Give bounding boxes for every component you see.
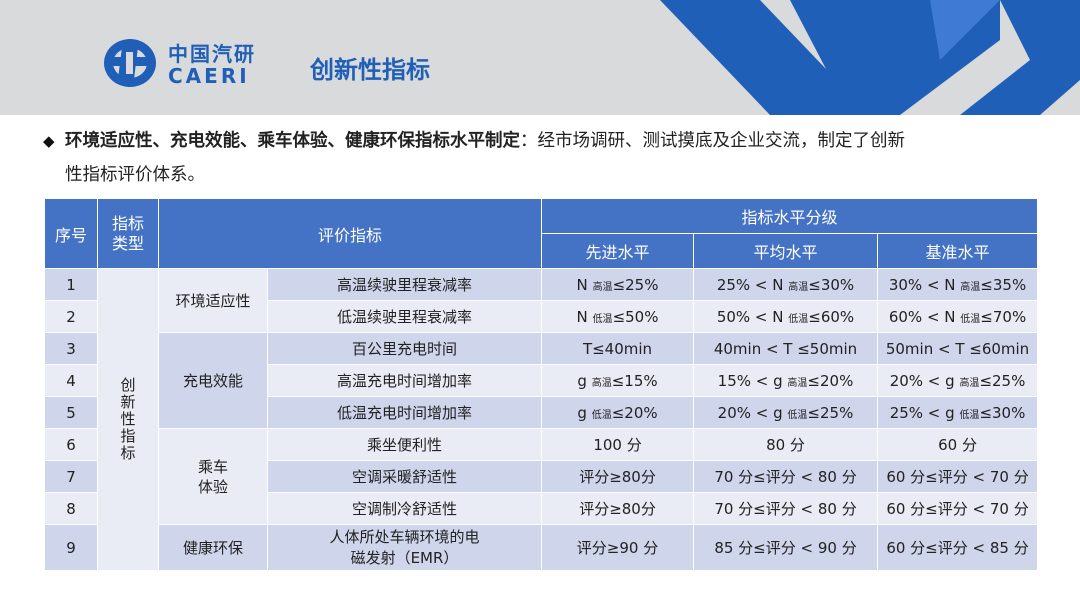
indicator-name: 低温充电时间增加率 (266, 396, 543, 429)
average-value: 70 分≤评分 < 80 分 (693, 460, 879, 493)
header-average: 平均水平 (693, 233, 879, 269)
decorative-shapes (660, 0, 1080, 115)
header-no: 序号 (44, 198, 98, 269)
type-cell: 创新性指标 (97, 268, 159, 571)
header-level-group: 指标水平分级 (541, 198, 1039, 234)
indicator-name: 低温续驶里程衰减率 (266, 300, 543, 333)
advanced-value: 评分≥90 分 (541, 524, 695, 571)
table-row: 8 空调制冷舒适性 评分≥80分 70 分≤评分 < 80 分 60 分≤评分 … (44, 492, 1039, 525)
row-no: 3 (44, 332, 98, 365)
caeri-logo-icon (104, 39, 156, 87)
table-row: 4 高温充电时间增加率 g 高温≤15% 15% < g 高温≤20% 20% … (44, 364, 1039, 397)
group-health: 健康环保 (158, 524, 268, 571)
advanced-value: N 高温≤25% (541, 268, 695, 301)
indicator-name: 人体所处车辆环境的电磁发射（EMR） (266, 524, 543, 571)
table-row: 2 低温续驶里程衰减率 N 低温≤50% 50% < N 低温≤60% 60% … (44, 300, 1039, 333)
table-row: 5 低温充电时间增加率 g 低温≤20% 20% < g 低温≤25% 25% … (44, 396, 1039, 429)
advanced-value: g 低温≤20% (541, 396, 695, 429)
baseline-value: 60 分≤评分 < 85 分 (877, 524, 1039, 571)
baseline-value: 25% < g 低温≤30% (877, 396, 1039, 429)
advanced-value: 100 分 (541, 428, 695, 461)
baseline-value: 60 分 (877, 428, 1039, 461)
group-charge: 充电效能 (158, 332, 268, 429)
baseline-value: 50min < T ≤60min (877, 332, 1039, 365)
row-no: 5 (44, 396, 98, 429)
table-row: 9 健康环保 人体所处车辆环境的电磁发射（EMR） 评分≥90 分 85 分≤评… (44, 524, 1039, 571)
indicator-name: 空调采暖舒适性 (266, 460, 543, 493)
advanced-value: T≤40min (541, 332, 695, 365)
group-env: 环境适应性 (158, 268, 268, 333)
table-row: 3 充电效能 百公里充电时间 T≤40min 40min < T ≤50min … (44, 332, 1039, 429)
indicator-name: 空调制冷舒适性 (266, 492, 543, 525)
baseline-value: 60 分≤评分 < 70 分 (877, 492, 1039, 525)
advanced-value: N 低温≤50% (541, 300, 695, 333)
header-advanced: 先进水平 (541, 233, 695, 269)
advanced-value: 评分≥80分 (541, 492, 695, 525)
baseline-value: 60% < N 低温≤70% (877, 300, 1039, 333)
advanced-value: g 高温≤15% (541, 364, 695, 397)
row-no: 6 (44, 428, 98, 461)
advanced-value: 评分≥80分 (541, 460, 695, 493)
table-row: 7 空调采暖舒适性 评分≥80分 70 分≤评分 < 80 分 60 分≤评分 … (44, 460, 1039, 493)
indicator-name: 高温续驶里程衰减率 (266, 268, 543, 301)
average-value: 85 分≤评分 < 90 分 (693, 524, 879, 571)
row-no: 9 (44, 524, 98, 571)
average-value: 40min < T ≤50min (693, 332, 879, 365)
header-baseline: 基准水平 (877, 233, 1039, 269)
indicator-name: 百公里充电时间 (266, 332, 543, 365)
row-no: 1 (44, 268, 98, 301)
baseline-value: 20% < g 高温≤25% (877, 364, 1039, 397)
average-value: 50% < N 低温≤60% (693, 300, 879, 333)
header-type: 指标类型 (97, 198, 159, 269)
row-no: 2 (44, 300, 98, 333)
average-value: 70 分≤评分 < 80 分 (693, 492, 879, 525)
intro-text: ：经市场调研、测试摸底及企业交流，制定了创新 (520, 131, 905, 151)
baseline-value: 60 分≤评分 < 70 分 (877, 460, 1039, 493)
intro-paragraph: ◆ 环境适应性、充电效能、乘车体验、健康环保指标水平制定：经市场调研、测试摸底及企… (43, 124, 1043, 192)
intro-text-2: 性指标评价体系。 (65, 165, 205, 185)
row-no: 8 (44, 492, 98, 525)
table-row: 1 创新性指标 环境适应性 高温续驶里程衰减率 N 高温≤25% 25% < N… (44, 268, 1039, 571)
average-value: 80 分 (693, 428, 879, 461)
row-no: 4 (44, 364, 98, 397)
diamond-bullet-icon: ◆ (43, 132, 55, 150)
header-banner: 中国汽研 CAERI 创新性指标 (0, 0, 1080, 115)
average-value: 20% < g 低温≤25% (693, 396, 879, 429)
brand-name-cn: 中国汽研 (168, 42, 256, 66)
group-ride: 乘车体验 (158, 428, 268, 525)
row-no: 7 (44, 460, 98, 493)
indicator-table: 序号 指标类型 评价指标 指标水平分级 先进水平 平均水平 基准水平 1 创新性… (44, 198, 1039, 571)
page-title: 创新性指标 (310, 56, 430, 84)
baseline-value: 30% < N 高温≤35% (877, 268, 1039, 301)
table-row: 6 乘车体验 乘坐便利性 100 分 80 分 60 分 (44, 428, 1039, 525)
indicator-name: 乘坐便利性 (266, 428, 543, 461)
indicator-name: 高温充电时间增加率 (266, 364, 543, 397)
brand-name-en: CAERI (168, 64, 250, 88)
average-value: 15% < g 高温≤20% (693, 364, 879, 397)
average-value: 25% < N 高温≤30% (693, 268, 879, 301)
header-indicator: 评价指标 (157, 198, 543, 269)
intro-bold: 环境适应性、充电效能、乘车体验、健康环保指标水平制定 (65, 131, 520, 151)
